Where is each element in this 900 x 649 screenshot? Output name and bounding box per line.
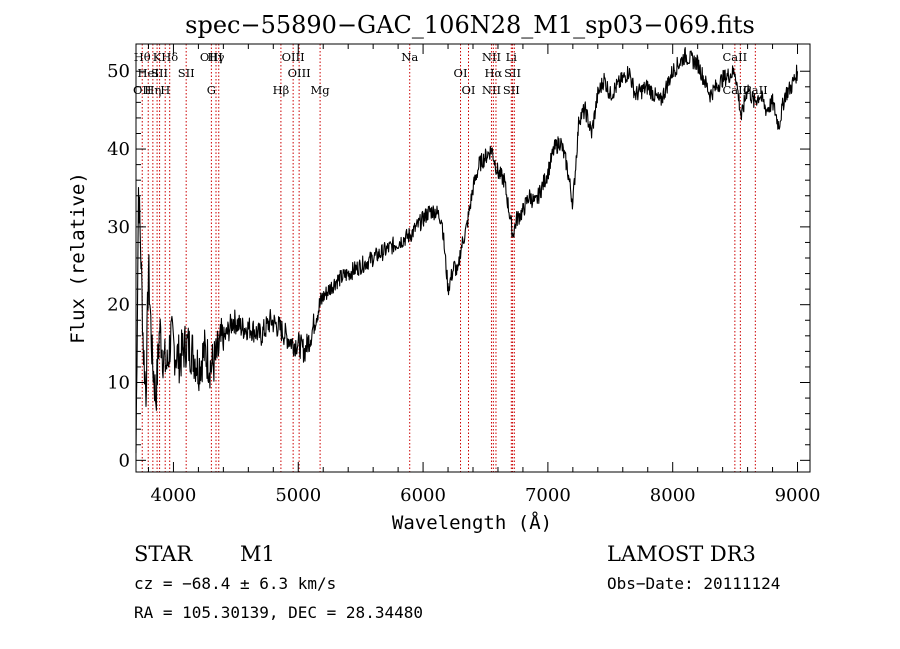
spectrum-line bbox=[135, 47, 799, 454]
line-marker-label: SII bbox=[178, 66, 195, 80]
object-class: STAR bbox=[134, 542, 193, 566]
line-marker-label: CaII bbox=[722, 83, 747, 97]
line-marker-label: Hδ bbox=[161, 50, 178, 64]
line-marker-label: G bbox=[207, 83, 216, 97]
y-tick-label: 20 bbox=[107, 295, 130, 316]
y-axis-ticks: 0 10 20 30 40 50 bbox=[107, 61, 810, 471]
velocity-readout: cz = −68.4 ± 6.3 km/s bbox=[134, 574, 336, 593]
line-marker-label: Hθ bbox=[134, 50, 151, 64]
x-tick-label: 7000 bbox=[525, 485, 571, 506]
y-tick-label: 10 bbox=[107, 373, 130, 394]
line-marker-label: CaII bbox=[722, 50, 747, 64]
line-marker-label: SII bbox=[503, 83, 520, 97]
object-subclass: M1 bbox=[240, 542, 275, 566]
line-marker-label: Hβ bbox=[273, 83, 290, 97]
y-tick-label: 30 bbox=[107, 217, 130, 238]
spectral-line-markers bbox=[141, 44, 756, 472]
line-marker-label: SII bbox=[504, 66, 521, 80]
spectral-line-labels: HθOIIHeIHηKSIIHHδSIIOIIIGHγHβOIIIOIIIMgN… bbox=[133, 50, 768, 97]
obs-date: Obs−Date: 20111124 bbox=[607, 574, 780, 593]
line-marker-label: OIII bbox=[200, 50, 223, 64]
x-tick-label: 5000 bbox=[275, 485, 321, 506]
line-marker-label: K bbox=[153, 50, 162, 64]
line-marker-label: OIII bbox=[282, 50, 305, 64]
x-axis-ticks: 4000 5000 6000 7000 8000 9000 bbox=[147, 44, 821, 506]
x-tick-label: 4000 bbox=[151, 485, 197, 506]
line-marker-label: OIII bbox=[288, 66, 311, 80]
coordinates: RA = 105.30139, DEC = 28.34480 bbox=[134, 603, 423, 622]
line-marker-label: H bbox=[160, 83, 170, 97]
line-marker-label: Hγ bbox=[208, 50, 225, 64]
line-marker-label: NII bbox=[482, 50, 501, 64]
line-marker-label: OI bbox=[454, 66, 468, 80]
x-tick-label: 8000 bbox=[650, 485, 696, 506]
x-axis-label: Wavelength (Å) bbox=[392, 511, 552, 534]
plot-frame bbox=[135, 43, 811, 473]
line-marker-label: SII bbox=[151, 66, 168, 80]
chart-title: spec−55890−GAC_106N28_M1_sp03−069.fits bbox=[185, 11, 755, 39]
line-marker-label: Na bbox=[401, 50, 418, 64]
line-marker-label: OI bbox=[462, 83, 476, 97]
y-axis-label: Flux (relative) bbox=[67, 172, 89, 344]
line-marker-label: Hη bbox=[144, 83, 161, 97]
line-marker-label: Li bbox=[506, 50, 518, 64]
line-marker-label: Hα bbox=[484, 66, 502, 80]
x-tick-label: 6000 bbox=[400, 485, 446, 506]
x-tick-label: 9000 bbox=[775, 485, 821, 506]
y-tick-label: 40 bbox=[107, 139, 130, 160]
y-tick-label: 0 bbox=[119, 450, 130, 471]
line-marker-label: HeI bbox=[138, 66, 159, 80]
y-tick-label: 50 bbox=[107, 61, 130, 82]
line-marker-label: NII bbox=[482, 83, 501, 97]
survey-name: LAMOST DR3 bbox=[607, 542, 756, 566]
line-marker-label: Mg bbox=[311, 83, 331, 97]
